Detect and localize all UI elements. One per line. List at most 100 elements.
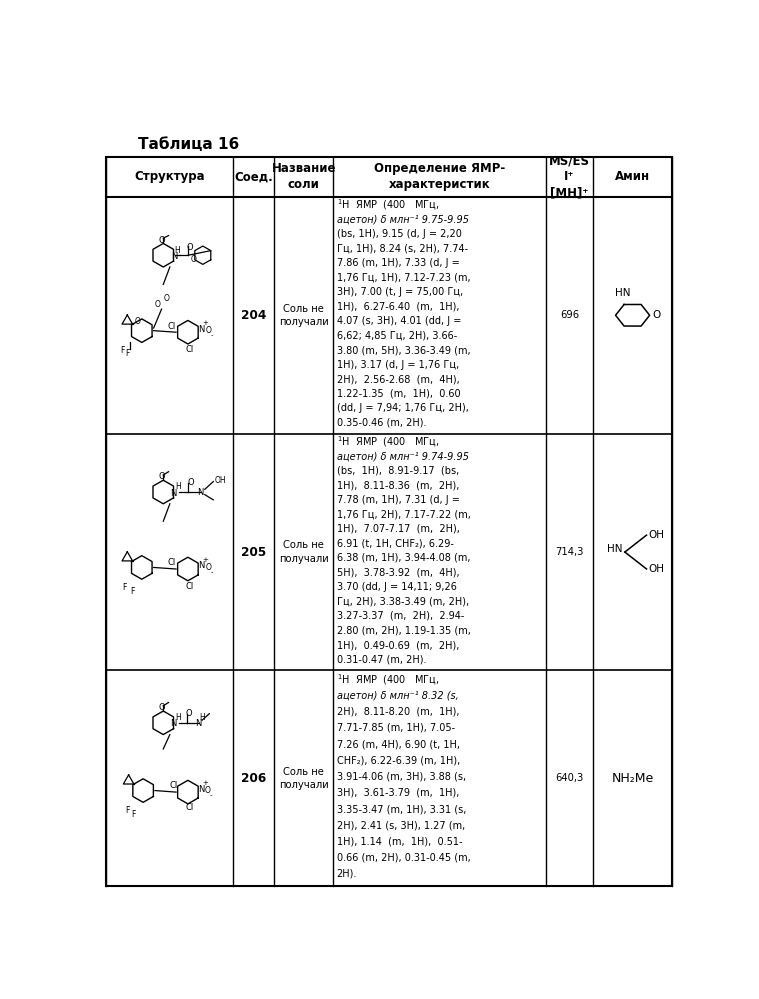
Text: ацетон) δ млн⁻¹ 9.74-9.95: ацетон) δ млн⁻¹ 9.74-9.95 — [336, 452, 468, 462]
Text: Cl: Cl — [168, 322, 176, 331]
Text: OH: OH — [649, 530, 665, 540]
Text: Cl: Cl — [185, 803, 194, 812]
Text: -: - — [209, 792, 213, 798]
Text: $^1$H  ЯМР  (400   МГц,: $^1$H ЯМР (400 МГц, — [336, 198, 439, 212]
Text: OH: OH — [215, 476, 226, 485]
Text: 1H), 3.17 (d, J = 1,76 Гц,: 1H), 3.17 (d, J = 1,76 Гц, — [336, 360, 459, 370]
Text: 1H),  6.27-6.40  (m,  1H),: 1H), 6.27-6.40 (m, 1H), — [336, 302, 459, 312]
Text: F: F — [131, 586, 135, 595]
Text: N: N — [198, 784, 204, 793]
Text: 714,3: 714,3 — [556, 547, 584, 557]
Text: -: - — [210, 333, 213, 339]
Text: 1.22-1.35  (m,  1H),  0.60: 1.22-1.35 (m, 1H), 0.60 — [336, 389, 460, 399]
Text: Cl: Cl — [185, 581, 194, 590]
Text: N: N — [198, 325, 204, 334]
Text: O: O — [205, 786, 210, 795]
Text: Амин: Амин — [615, 171, 650, 184]
Text: 1,76 Гц, 1H), 7.12-7.23 (m,: 1,76 Гц, 1H), 7.12-7.23 (m, — [336, 273, 470, 283]
Text: 640,3: 640,3 — [556, 773, 584, 783]
Text: H: H — [175, 713, 181, 722]
Text: 1,76 Гц, 2H), 7.17-7.22 (m,: 1,76 Гц, 2H), 7.17-7.22 (m, — [336, 509, 471, 519]
Text: F: F — [120, 346, 124, 355]
Text: F: F — [125, 349, 130, 358]
Text: (bs, 1H), 9.15 (d, J = 2,20: (bs, 1H), 9.15 (d, J = 2,20 — [336, 229, 461, 239]
Text: Название
соли: Название соли — [272, 163, 336, 192]
Text: 2H).: 2H). — [336, 869, 357, 879]
Text: O: O — [187, 479, 194, 488]
Text: MS/ES
I⁺
[MH]⁺: MS/ES I⁺ [MH]⁺ — [549, 155, 590, 200]
Text: 0.31-0.47 (m, 2H).: 0.31-0.47 (m, 2H). — [336, 654, 426, 664]
Text: HN: HN — [607, 544, 622, 554]
Text: 206: 206 — [241, 772, 266, 785]
Text: Структура: Структура — [134, 171, 205, 184]
Text: 1H),  8.11-8.36  (m,  2H),: 1H), 8.11-8.36 (m, 2H), — [336, 481, 459, 491]
Text: 7.78 (m, 1H), 7.31 (d, J =: 7.78 (m, 1H), 7.31 (d, J = — [336, 495, 459, 504]
Text: Соль не
получали: Соль не получали — [279, 540, 329, 563]
Text: CHF₂), 6.22-6.39 (m, 1H),: CHF₂), 6.22-6.39 (m, 1H), — [336, 755, 460, 765]
Text: +: + — [202, 556, 208, 562]
Text: Cl: Cl — [168, 558, 176, 567]
Text: 7.86 (m, 1H), 7.33 (d, J =: 7.86 (m, 1H), 7.33 (d, J = — [336, 258, 459, 268]
Text: HN: HN — [615, 289, 630, 299]
Text: Cl: Cl — [169, 781, 178, 790]
Text: 6,62; 4,85 Гц, 2H), 3.66-: 6,62; 4,85 Гц, 2H), 3.66- — [336, 331, 457, 341]
Text: Гц, 1H), 8.24 (s, 2H), 7.74-: Гц, 1H), 8.24 (s, 2H), 7.74- — [336, 244, 468, 254]
Text: ацетон) δ млн⁻¹ 9.75-9.95: ацетон) δ млн⁻¹ 9.75-9.95 — [336, 215, 468, 225]
Text: 2.80 (m, 2H), 1.19-1.35 (m,: 2.80 (m, 2H), 1.19-1.35 (m, — [336, 625, 471, 635]
Text: 3H), 7.00 (t, J = 75,00 Гц,: 3H), 7.00 (t, J = 75,00 Гц, — [336, 287, 463, 297]
Text: Соль не
получали: Соль не получали — [279, 766, 329, 790]
Text: 3.91-4.06 (m, 3H), 3.88 (s,: 3.91-4.06 (m, 3H), 3.88 (s, — [336, 771, 466, 781]
Text: 3H),  3.61-3.79  (m,  1H),: 3H), 3.61-3.79 (m, 1H), — [336, 788, 459, 798]
Text: 5H),  3.78-3.92  (m,  4H),: 5H), 3.78-3.92 (m, 4H), — [336, 567, 459, 577]
Text: 205: 205 — [241, 545, 266, 558]
Text: -: - — [211, 569, 213, 575]
Text: 3.35-3.47 (m, 1H), 3.31 (s,: 3.35-3.47 (m, 1H), 3.31 (s, — [336, 804, 466, 814]
Text: +: + — [202, 320, 208, 326]
Text: 7.71-7.85 (m, 1H), 7.05-: 7.71-7.85 (m, 1H), 7.05- — [336, 723, 455, 733]
Text: N: N — [171, 253, 178, 262]
Text: (bs,  1H),  8.91-9.17  (bs,: (bs, 1H), 8.91-9.17 (bs, — [336, 466, 459, 476]
Text: 3.27-3.37  (m,  2H),  2.94-: 3.27-3.37 (m, 2H), 2.94- — [336, 611, 464, 621]
Text: $^1$H  ЯМР  (400   МГц,: $^1$H ЯМР (400 МГц, — [336, 672, 439, 686]
Text: 0.35-0.46 (m, 2H).: 0.35-0.46 (m, 2H). — [336, 418, 426, 428]
Text: 2H),  2.56-2.68  (m,  4H),: 2H), 2.56-2.68 (m, 4H), — [336, 375, 459, 385]
Text: O: O — [159, 237, 165, 246]
Text: 6.91 (t, 1H, CHF₂), 6.29-: 6.91 (t, 1H, CHF₂), 6.29- — [336, 538, 453, 548]
Text: 4.07 (s, 3H), 4.01 (dd, J =: 4.07 (s, 3H), 4.01 (dd, J = — [336, 316, 461, 326]
Text: H: H — [199, 713, 205, 722]
Text: ацетон) δ млн⁻¹ 8.32 (s,: ацетон) δ млн⁻¹ 8.32 (s, — [336, 690, 458, 700]
Text: 3.80 (m, 5H), 3.36-3.49 (m,: 3.80 (m, 5H), 3.36-3.49 (m, — [336, 345, 470, 355]
Text: 7.26 (m, 4H), 6.90 (t, 1H,: 7.26 (m, 4H), 6.90 (t, 1H, — [336, 739, 459, 749]
Text: Cl: Cl — [185, 345, 194, 354]
Text: O: O — [159, 702, 165, 711]
Text: O: O — [206, 563, 212, 572]
Text: 3.70 (dd, J = 14,11; 9,26: 3.70 (dd, J = 14,11; 9,26 — [336, 582, 456, 592]
Text: NH₂Me: NH₂Me — [612, 772, 653, 785]
Text: F: F — [122, 582, 127, 591]
Text: Таблица 16: Таблица 16 — [137, 137, 239, 152]
Text: N: N — [170, 719, 177, 728]
Text: O: O — [191, 256, 196, 265]
Text: H: H — [174, 246, 180, 255]
Text: OH: OH — [649, 564, 665, 574]
Text: N: N — [170, 490, 177, 499]
Text: (dd, J = 7,94; 1,76 Гц, 2H),: (dd, J = 7,94; 1,76 Гц, 2H), — [336, 404, 468, 414]
Text: 1H), 1.14  (m,  1H),  0.51-: 1H), 1.14 (m, 1H), 0.51- — [336, 836, 462, 846]
Text: O: O — [134, 318, 140, 327]
Text: F: F — [132, 809, 136, 818]
Text: O: O — [155, 300, 161, 309]
Text: H: H — [175, 483, 181, 492]
Text: F: F — [125, 806, 130, 815]
Text: 1H),  0.49-0.69  (m,  2H),: 1H), 0.49-0.69 (m, 2H), — [336, 640, 459, 650]
Text: N: N — [197, 489, 204, 498]
Text: 1H),  7.07-7.17  (m,  2H),: 1H), 7.07-7.17 (m, 2H), — [336, 523, 459, 533]
Text: N: N — [195, 719, 201, 728]
Text: O: O — [206, 326, 212, 336]
Text: 6.38 (m, 1H), 3.94-4.08 (m,: 6.38 (m, 1H), 3.94-4.08 (m, — [336, 552, 470, 562]
Text: 696: 696 — [560, 311, 579, 321]
Text: Соед.: Соед. — [235, 171, 273, 184]
Text: Гц, 2H), 3.38-3.49 (m, 2H),: Гц, 2H), 3.38-3.49 (m, 2H), — [336, 596, 469, 606]
Text: O: O — [185, 709, 192, 718]
Text: +: + — [202, 780, 208, 786]
Text: O: O — [163, 294, 169, 303]
